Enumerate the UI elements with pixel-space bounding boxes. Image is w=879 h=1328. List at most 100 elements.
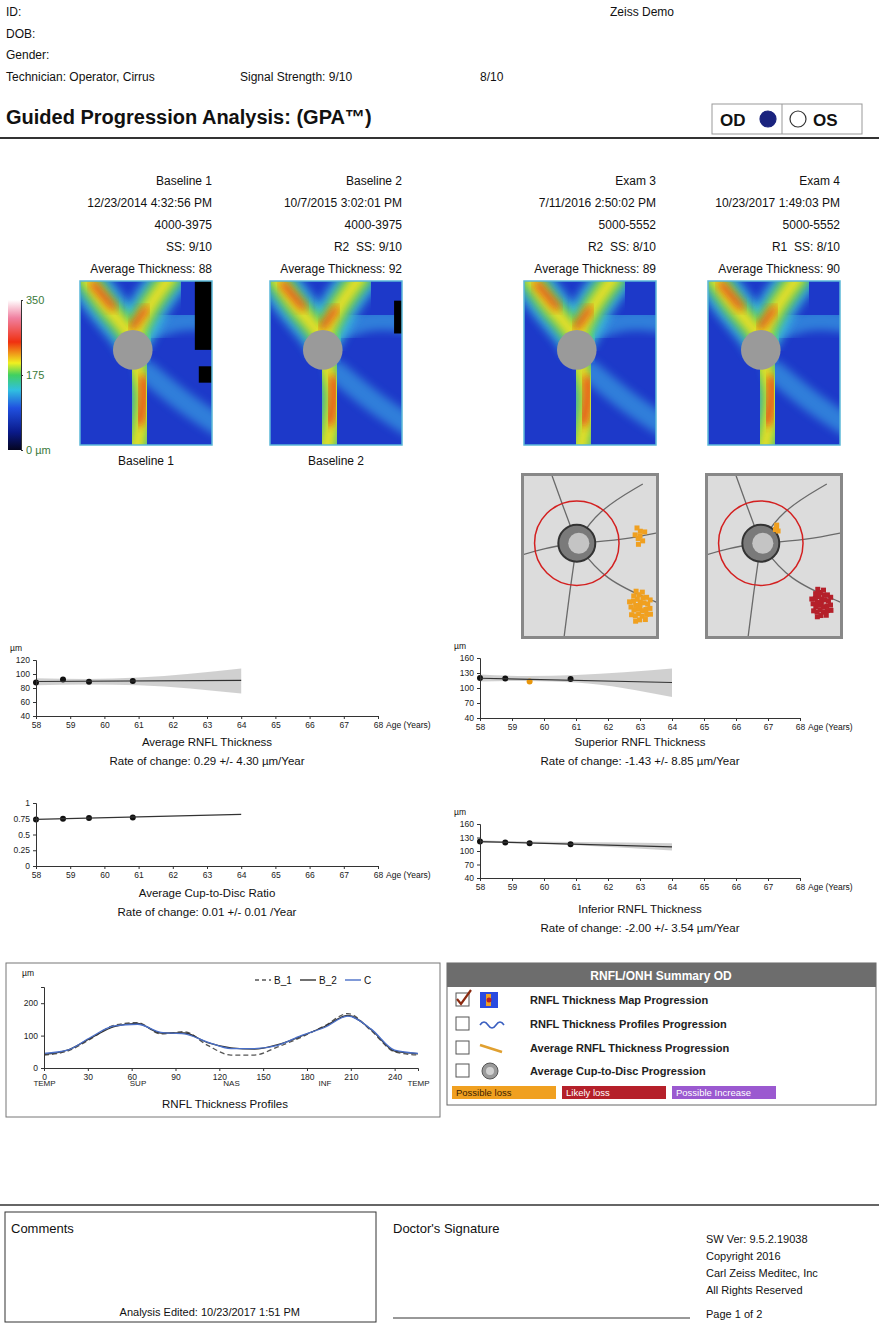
tick: 150	[257, 1068, 271, 1082]
exam-signal: SS: 9/10	[166, 240, 212, 254]
tick: 59	[66, 716, 76, 730]
axis-line	[33, 661, 37, 717]
y-axis: 0100200	[24, 988, 45, 1074]
tick-mark	[477, 673, 480, 674]
chart-subtitle: Rate of change: -2.00 +/- 3.54 µm/Year	[541, 922, 740, 934]
tick-mark	[477, 824, 480, 825]
tick: INF	[319, 1077, 332, 1088]
tick-label: 1	[25, 798, 30, 808]
tick-mark	[33, 835, 36, 836]
tick: 70	[465, 860, 480, 870]
tick-mark	[512, 718, 513, 721]
tick-label: SUP	[130, 1079, 146, 1088]
optic-cup	[568, 533, 589, 554]
tick-mark	[378, 866, 379, 869]
eye-label: OS	[813, 111, 838, 130]
summary-header	[447, 963, 876, 987]
progression-patch	[633, 603, 638, 608]
tick-mark	[275, 866, 276, 869]
tick-label: 63	[203, 870, 213, 880]
tick-mark	[640, 718, 641, 721]
tick-mark	[36, 866, 37, 869]
tick: 61	[134, 866, 144, 880]
tick-label: 200	[24, 998, 38, 1008]
tick-label: 58	[476, 882, 486, 892]
optic-disc	[557, 330, 597, 370]
tick-label: 0.75	[13, 814, 30, 824]
progression-patch	[627, 599, 632, 604]
chart-subtitle: Rate of change: 0.01 +/- 0.01 /Year	[118, 906, 297, 918]
icon-map	[480, 992, 498, 1008]
map-bundle	[579, 363, 588, 445]
map-bundle	[135, 363, 144, 445]
tick-mark	[207, 866, 208, 869]
legend: B_1B_2C	[255, 975, 371, 986]
progression-patch	[640, 590, 645, 595]
chart-subtitle: Rate of change: -1.43 +/- 8.85 µm/Year	[541, 755, 740, 767]
tick-label: 40	[465, 713, 475, 723]
exam-signal: R2 SS: 8/10	[588, 240, 656, 254]
tick: 60	[540, 878, 550, 892]
progression-patch	[648, 597, 653, 602]
tick-mark	[477, 851, 480, 852]
tick: 0 µm	[21, 444, 51, 456]
tick-mark	[800, 718, 801, 721]
map-bundle	[763, 281, 797, 333]
exam-datetime: 7/11/2016 2:50:02 PM	[539, 196, 656, 210]
chart-title: RNFL Thickness Profiles	[162, 1098, 288, 1110]
tick-mark	[21, 300, 23, 301]
report-title: Guided Progression Analysis: (GPA™)	[6, 106, 372, 128]
tick-mark	[672, 718, 673, 721]
tick-mark	[219, 1068, 220, 1071]
tick-mark	[139, 716, 140, 719]
chart-title: Average Cup-to-Disc Ratio	[139, 887, 276, 899]
tick-label: 63	[203, 720, 213, 730]
progression-patch	[824, 613, 829, 618]
plot-area	[477, 839, 672, 851]
tick-mark	[480, 718, 481, 721]
y-axis: 4070100130160	[460, 653, 481, 723]
tick: 64	[237, 866, 247, 880]
checkbox	[456, 1041, 469, 1054]
tick-label: 0.25	[13, 845, 30, 855]
tick: 175	[21, 369, 44, 381]
tick: 66	[305, 716, 315, 730]
tick-mark	[70, 716, 71, 719]
tick-label: 62	[169, 870, 179, 880]
fundus-image	[524, 476, 656, 636]
summary-row: RNFL Thickness Map Progression	[530, 994, 709, 1006]
progression-patch	[811, 608, 816, 613]
checkbox	[456, 1017, 469, 1030]
tick-label: 58	[32, 720, 42, 730]
tick: 100	[24, 1031, 44, 1041]
tick-label: 66	[305, 720, 315, 730]
tick-label: 100	[460, 846, 474, 856]
tick-label: 0	[25, 861, 30, 871]
tick-label: 64	[237, 870, 247, 880]
map-bundle	[325, 281, 359, 333]
tick-label: 90	[171, 1072, 181, 1082]
tick-label: 0.5	[18, 830, 30, 840]
tick-label: 40	[21, 711, 31, 721]
tick-label: 63	[636, 882, 646, 892]
footer-rule	[0, 1204, 879, 1206]
tick-mark	[477, 838, 480, 839]
tick-mark	[310, 716, 311, 719]
progression-patch	[821, 588, 826, 593]
map-bundle	[763, 281, 797, 333]
trend-line	[480, 678, 672, 682]
plot-area	[44, 1014, 418, 1055]
chart-title: Inferior RNFL Thickness	[578, 903, 702, 915]
tick-label: TEMP	[407, 1079, 429, 1088]
tick-mark	[640, 878, 641, 881]
tick-label: 100	[460, 683, 474, 693]
tick-label: 65	[700, 722, 710, 732]
tick-label: 120	[16, 655, 30, 665]
icon-disc	[482, 1063, 498, 1079]
tick-label: 150	[257, 1072, 271, 1082]
tick-mark	[41, 1068, 44, 1069]
trend-line	[36, 680, 241, 681]
tick: 210	[344, 1068, 358, 1082]
tick: 67	[764, 878, 774, 892]
tick-mark	[477, 703, 480, 704]
